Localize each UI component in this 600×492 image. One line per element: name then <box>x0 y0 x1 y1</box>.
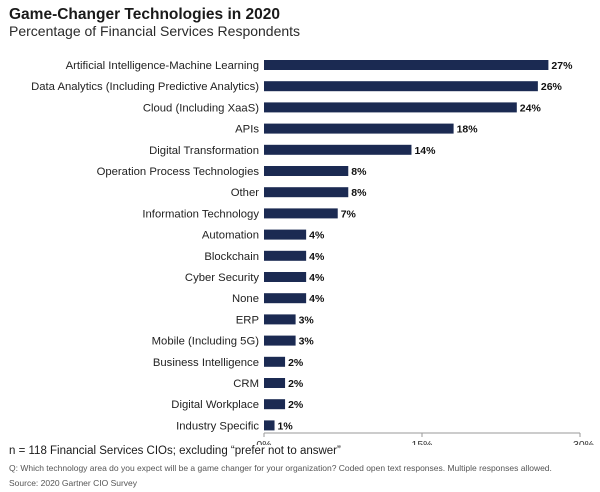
category-label: Other <box>231 187 259 199</box>
bars-layer: Artificial Intelligence-Machine Learning… <box>31 60 573 432</box>
bar <box>264 250 307 261</box>
survey-question-note: Q: Which technology area do you expect w… <box>9 463 552 473</box>
bar <box>264 399 286 410</box>
x-tick-label: 30% <box>573 439 594 445</box>
category-label: Cyber Security <box>185 272 259 284</box>
bar-chart: Artificial Intelligence-Machine Learning… <box>31 60 594 445</box>
bar <box>264 60 549 70</box>
category-label: None <box>232 293 259 305</box>
bar <box>264 102 517 113</box>
category-label: Automation <box>202 230 259 242</box>
bar <box>264 378 286 388</box>
value-label: 26% <box>541 81 563 93</box>
source-note: Source: 2020 Gartner CIO Survey <box>9 478 138 488</box>
bar <box>264 314 296 325</box>
category-label: Operation Process Technologies <box>97 166 260 178</box>
category-label: Digital Workplace <box>171 399 259 411</box>
category-label: Artificial Intelligence-Machine Learning <box>66 60 259 72</box>
value-label: 4% <box>309 272 325 284</box>
bar <box>264 81 538 92</box>
value-label: 7% <box>341 208 357 220</box>
value-label: 1% <box>278 420 294 432</box>
chart-title: Game-Changer Technologies in 2020 <box>9 6 281 23</box>
value-label: 4% <box>309 251 325 263</box>
value-label: 24% <box>520 102 542 114</box>
bar <box>264 144 412 155</box>
value-label: 2% <box>288 378 304 390</box>
bar <box>264 123 454 134</box>
bar <box>264 356 286 367</box>
category-label: Digital Transformation <box>149 145 259 157</box>
chart-subtitle: Percentage of Financial Services Respond… <box>9 23 301 39</box>
value-label: 3% <box>299 314 315 326</box>
category-label: Mobile (Including 5G) <box>152 336 260 348</box>
value-label: 2% <box>288 399 304 411</box>
bar <box>264 293 307 304</box>
value-label: 2% <box>288 357 304 369</box>
x-tick-label: 15% <box>411 439 432 445</box>
value-label: 4% <box>309 293 325 305</box>
bar <box>264 229 307 240</box>
bar <box>264 166 349 176</box>
category-label: Industry Specific <box>176 420 259 432</box>
category-label: APIs <box>235 124 259 136</box>
bar <box>264 335 296 346</box>
value-label: 27% <box>551 60 573 72</box>
category-label: Blockchain <box>204 251 259 263</box>
sample-size-note: n = 118 Financial Services CIOs; excludi… <box>9 445 341 457</box>
category-label: CRM <box>233 378 259 390</box>
category-label: Business Intelligence <box>153 357 259 369</box>
x-tick-label: 0% <box>256 439 271 445</box>
category-label: Information Technology <box>142 208 259 220</box>
bar <box>264 187 349 198</box>
bar <box>264 420 275 431</box>
value-label: 4% <box>309 230 325 242</box>
category-label: Data Analytics (Including Predictive Ana… <box>31 81 259 93</box>
value-label: 3% <box>299 336 315 348</box>
x-axis-ticks: 0% 15% 30% <box>256 433 594 445</box>
value-label: 8% <box>351 187 367 199</box>
category-label: Cloud (Including XaaS) <box>143 102 259 114</box>
bar <box>264 208 338 219</box>
value-label: 8% <box>351 166 367 178</box>
bar <box>264 272 307 282</box>
value-label: 14% <box>414 145 436 157</box>
value-label: 18% <box>457 124 479 136</box>
category-label: ERP <box>236 314 259 326</box>
